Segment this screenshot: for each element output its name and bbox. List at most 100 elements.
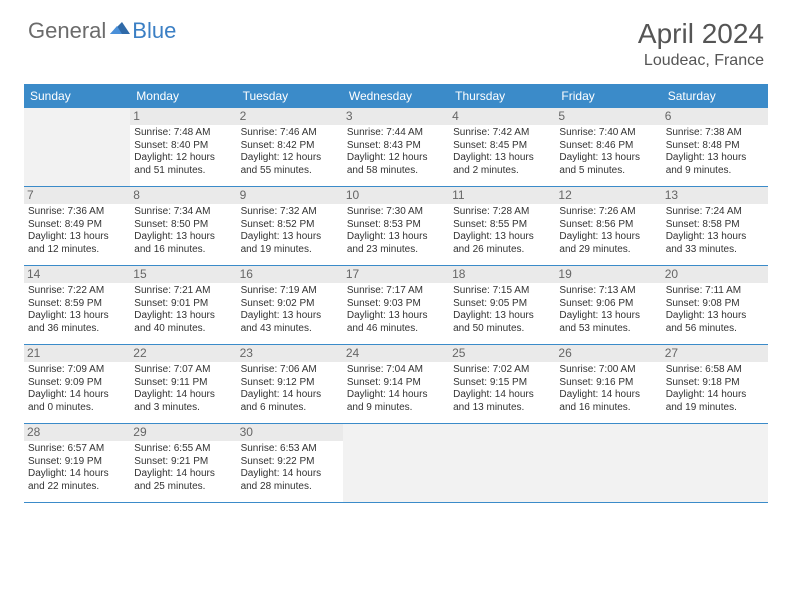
sunrise-line: Sunrise: 7:19 AM: [241, 285, 339, 298]
daylight-line-2: and 3 minutes.: [134, 402, 232, 415]
sunset-line: Sunset: 9:05 PM: [453, 298, 551, 311]
daylight-line-1: Daylight: 14 hours: [241, 468, 339, 481]
daylight-line-1: Daylight: 12 hours: [134, 152, 232, 165]
daylight-line-2: and 46 minutes.: [347, 323, 445, 336]
sunrise-line: Sunrise: 7:02 AM: [453, 364, 551, 377]
month-title: April 2024: [638, 18, 764, 50]
daylight-line-2: and 19 minutes.: [666, 402, 764, 415]
daylight-line-2: and 51 minutes.: [134, 165, 232, 178]
daylight-line-1: Daylight: 13 hours: [453, 231, 551, 244]
sunrise-line: Sunrise: 7:13 AM: [559, 285, 657, 298]
sunset-line: Sunset: 8:40 PM: [134, 140, 232, 153]
day-number: 10: [343, 187, 449, 204]
day-number: 17: [343, 266, 449, 283]
sunset-line: Sunset: 8:48 PM: [666, 140, 764, 153]
daylight-line-1: Daylight: 13 hours: [134, 310, 232, 323]
daylight-line-1: Daylight: 12 hours: [347, 152, 445, 165]
daylight-line-2: and 16 minutes.: [134, 244, 232, 257]
sunrise-line: Sunrise: 6:53 AM: [241, 443, 339, 456]
sunset-line: Sunset: 8:55 PM: [453, 219, 551, 232]
day-number: 26: [555, 345, 661, 362]
daylight-line-2: and 58 minutes.: [347, 165, 445, 178]
calendar: SundayMondayTuesdayWednesdayThursdayFrid…: [24, 84, 768, 503]
weekday-header-row: SundayMondayTuesdayWednesdayThursdayFrid…: [24, 84, 768, 108]
sunrise-line: Sunrise: 7:00 AM: [559, 364, 657, 377]
daylight-line-2: and 19 minutes.: [241, 244, 339, 257]
day-number: 15: [130, 266, 236, 283]
day-number: 6: [662, 108, 768, 125]
daylight-line-2: and 22 minutes.: [28, 481, 126, 494]
day-cell: 13Sunrise: 7:24 AMSunset: 8:58 PMDayligh…: [662, 187, 768, 265]
daylight-line-1: Daylight: 14 hours: [347, 389, 445, 402]
day-number: 2: [237, 108, 343, 125]
sunset-line: Sunset: 8:52 PM: [241, 219, 339, 232]
sunrise-line: Sunrise: 7:04 AM: [347, 364, 445, 377]
day-cell: 21Sunrise: 7:09 AMSunset: 9:09 PMDayligh…: [24, 345, 130, 423]
daylight-line-2: and 50 minutes.: [453, 323, 551, 336]
daylight-line-2: and 33 minutes.: [666, 244, 764, 257]
day-cell: 23Sunrise: 7:06 AMSunset: 9:12 PMDayligh…: [237, 345, 343, 423]
day-number: 30: [237, 424, 343, 441]
sunset-line: Sunset: 9:02 PM: [241, 298, 339, 311]
daylight-line-1: Daylight: 14 hours: [28, 389, 126, 402]
day-cell: 12Sunrise: 7:26 AMSunset: 8:56 PMDayligh…: [555, 187, 661, 265]
daylight-line-1: Daylight: 13 hours: [28, 310, 126, 323]
sunrise-line: Sunrise: 7:26 AM: [559, 206, 657, 219]
sunset-line: Sunset: 8:43 PM: [347, 140, 445, 153]
daylight-line-2: and 43 minutes.: [241, 323, 339, 336]
daylight-line-1: Daylight: 13 hours: [559, 152, 657, 165]
daylight-line-2: and 28 minutes.: [241, 481, 339, 494]
daylight-line-1: Daylight: 13 hours: [559, 231, 657, 244]
daylight-line-2: and 23 minutes.: [347, 244, 445, 257]
week-row: 28Sunrise: 6:57 AMSunset: 9:19 PMDayligh…: [24, 424, 768, 503]
empty-cell: [662, 424, 768, 502]
day-cell: 24 Sunrise: 7:04 AMSunset: 9:14 PMDayligh…: [343, 345, 449, 423]
daylight-line-2: and 12 minutes.: [28, 244, 126, 257]
day-cell: 25Sunrise: 7:02 AMSunset: 9:15 PMDayligh…: [449, 345, 555, 423]
sunset-line: Sunset: 8:56 PM: [559, 219, 657, 232]
weekday-header: Thursday: [449, 84, 555, 108]
weekday-header: Sunday: [24, 84, 130, 108]
day-number: 9: [237, 187, 343, 204]
daylight-line-2: and 2 minutes.: [453, 165, 551, 178]
day-number: 22: [130, 345, 236, 362]
sunrise-line: Sunrise: 7:15 AM: [453, 285, 551, 298]
sunset-line: Sunset: 8:50 PM: [134, 219, 232, 232]
daylight-line-2: and 16 minutes.: [559, 402, 657, 415]
sunrise-line: Sunrise: 7:46 AM: [241, 127, 339, 140]
sunset-line: Sunset: 8:45 PM: [453, 140, 551, 153]
week-row: 7Sunrise: 7:36 AMSunset: 8:49 PMDaylight…: [24, 187, 768, 266]
sunrise-line: Sunrise: 7:48 AM: [134, 127, 232, 140]
daylight-line-2: and 0 minutes.: [28, 402, 126, 415]
sunrise-line: Sunrise: 7:34 AM: [134, 206, 232, 219]
daylight-line-1: Daylight: 14 hours: [134, 389, 232, 402]
day-cell: 28Sunrise: 6:57 AMSunset: 9:19 PMDayligh…: [24, 424, 130, 502]
day-cell: 3Sunrise: 7:44 AMSunset: 8:43 PMDaylight…: [343, 108, 449, 186]
sunrise-line: Sunrise: 7:40 AM: [559, 127, 657, 140]
sunset-line: Sunset: 9:19 PM: [28, 456, 126, 469]
day-cell: 29Sunrise: 6:55 AMSunset: 9:21 PMDayligh…: [130, 424, 236, 502]
daylight-line-2: and 36 minutes.: [28, 323, 126, 336]
day-cell: 5Sunrise: 7:40 AMSunset: 8:46 PMDaylight…: [555, 108, 661, 186]
daylight-line-1: Daylight: 14 hours: [559, 389, 657, 402]
sunrise-line: Sunrise: 6:58 AM: [666, 364, 764, 377]
daylight-line-1: Daylight: 13 hours: [453, 152, 551, 165]
day-number: 5: [555, 108, 661, 125]
weekday-header: Friday: [555, 84, 661, 108]
sunrise-line: Sunrise: 7:38 AM: [666, 127, 764, 140]
sunset-line: Sunset: 9:08 PM: [666, 298, 764, 311]
sunset-line: Sunset: 9:21 PM: [134, 456, 232, 469]
day-cell: 2Sunrise: 7:46 AMSunset: 8:42 PMDaylight…: [237, 108, 343, 186]
day-cell: 19Sunrise: 7:13 AMSunset: 9:06 PMDayligh…: [555, 266, 661, 344]
daylight-line-2: and 6 minutes.: [241, 402, 339, 415]
day-number: 19: [555, 266, 661, 283]
daylight-line-2: and 29 minutes.: [559, 244, 657, 257]
sunrise-line: Sunrise: 7:36 AM: [28, 206, 126, 219]
daylight-line-2: and 25 minutes.: [134, 481, 232, 494]
sunset-line: Sunset: 9:14 PM: [347, 377, 445, 390]
title-block: April 2024 Loudeac, France: [638, 18, 764, 70]
weekday-header: Tuesday: [237, 84, 343, 108]
day-number: 24: [343, 345, 449, 362]
sunset-line: Sunset: 9:06 PM: [559, 298, 657, 311]
empty-cell: [555, 424, 661, 502]
